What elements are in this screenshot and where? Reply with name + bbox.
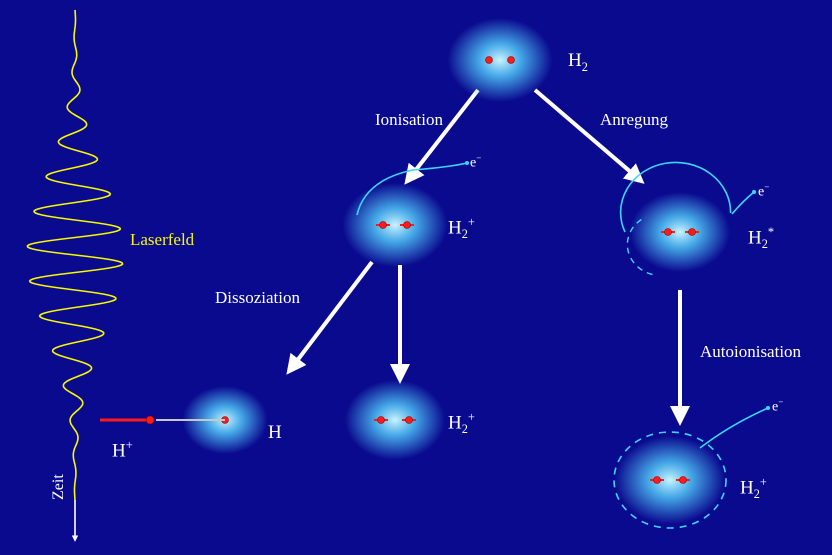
molecule-h2star <box>621 162 756 274</box>
molecule-h2p <box>343 161 470 267</box>
label-autoion: Autoionisation <box>700 342 801 362</box>
label-e2: e− <box>758 182 769 201</box>
label-hp_lbl: H+ <box>112 438 133 462</box>
free-proton <box>146 416 154 424</box>
label-laserfeld: Laserfeld <box>130 230 194 250</box>
label-h2p_auto_lbl: H2+ <box>740 475 767 502</box>
label-e1: e− <box>470 153 481 172</box>
molecule-h2 <box>448 18 553 102</box>
label-e3: e− <box>772 397 783 416</box>
laser-pulse <box>27 10 122 500</box>
label-ionisation: Ionisation <box>375 110 443 130</box>
label-zeit: Zeit <box>50 474 68 500</box>
label-anregung: Anregung <box>600 110 668 130</box>
process-arrow-1 <box>535 90 640 180</box>
process-arrow-2 <box>290 262 372 370</box>
diagram-stage: H2 Ionisation Anregung Laserfeld H2+ e− Dissoz… <box>0 0 832 555</box>
label-h2_lbl: H2 <box>568 50 588 75</box>
label-h2p_vib_lbl: H2+ <box>448 410 475 437</box>
label-dissoziation: Dissoziation <box>215 288 300 308</box>
label-h2p_lbl: H2+ <box>448 215 475 242</box>
label-h_lbl: H <box>268 422 282 444</box>
molecule-h2p_vib <box>345 380 445 460</box>
diagram-svg <box>0 0 832 555</box>
label-h2star_lbl: H2* <box>748 225 774 252</box>
molecule-h2p_auto <box>614 406 770 528</box>
